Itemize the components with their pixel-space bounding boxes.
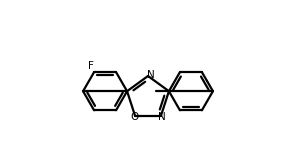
- Text: N: N: [147, 70, 155, 80]
- Text: N: N: [158, 112, 166, 122]
- Text: F: F: [88, 61, 94, 71]
- Text: O: O: [130, 112, 138, 122]
